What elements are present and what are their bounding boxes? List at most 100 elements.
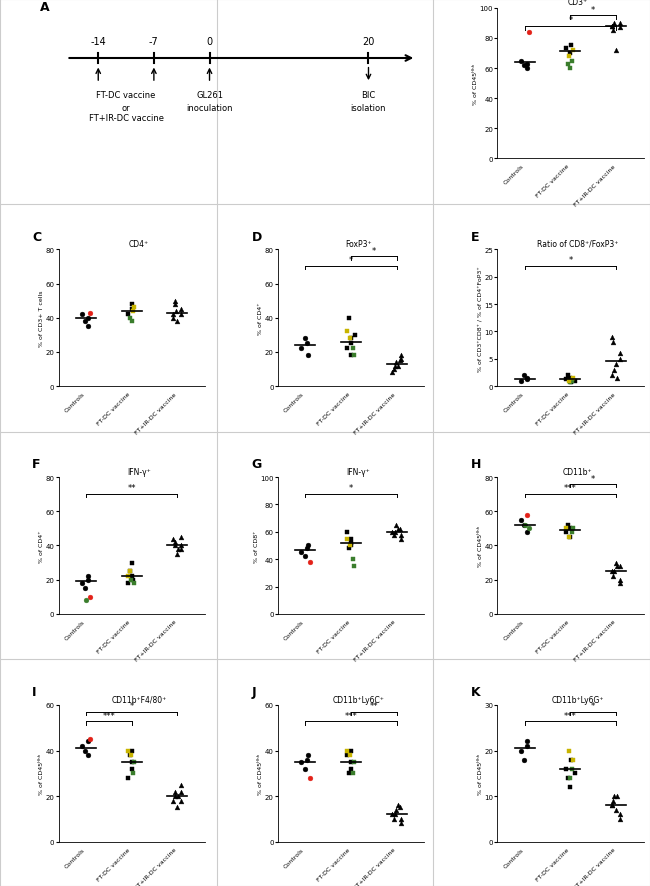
Y-axis label: % of CD45ᴴʰʰ: % of CD45ᴴʰʰ bbox=[478, 753, 483, 794]
Text: inoculation: inoculation bbox=[187, 104, 233, 113]
Point bbox=[344, 331, 355, 346]
Point bbox=[348, 559, 359, 573]
Point bbox=[610, 43, 621, 58]
Point bbox=[561, 522, 571, 536]
Point bbox=[81, 594, 92, 608]
Point bbox=[344, 541, 354, 556]
Point bbox=[342, 532, 352, 546]
Point bbox=[609, 789, 619, 804]
Point bbox=[524, 522, 534, 536]
Point bbox=[396, 353, 406, 367]
Point bbox=[348, 755, 359, 769]
Point bbox=[391, 803, 402, 817]
Point bbox=[615, 17, 625, 31]
Text: ***: *** bbox=[344, 711, 358, 720]
Y-axis label: % of CD45ᴴʰʰ: % of CD45ᴴʰʰ bbox=[39, 753, 44, 794]
Point bbox=[395, 354, 406, 368]
Point bbox=[564, 743, 575, 758]
Text: IFN-γ⁺: IFN-γ⁺ bbox=[127, 467, 151, 477]
Point bbox=[170, 298, 181, 312]
Point bbox=[300, 549, 310, 563]
Y-axis label: % of CD3⁺CD8⁺ / % of CD4⁺FoP3⁺: % of CD3⁺CD8⁺ / % of CD4⁺FoP3⁺ bbox=[478, 266, 483, 371]
Point bbox=[521, 508, 532, 522]
Point bbox=[615, 577, 625, 591]
Text: *: * bbox=[591, 702, 595, 711]
Point bbox=[524, 26, 534, 40]
Point bbox=[170, 535, 180, 549]
Point bbox=[129, 577, 140, 591]
Point bbox=[568, 753, 578, 767]
Point bbox=[122, 570, 133, 584]
Point bbox=[566, 753, 576, 767]
Point bbox=[608, 570, 619, 584]
Point bbox=[515, 513, 526, 527]
Point bbox=[346, 337, 357, 351]
Point bbox=[83, 748, 94, 762]
Point bbox=[566, 47, 576, 61]
Point bbox=[129, 301, 140, 315]
Point bbox=[346, 755, 357, 769]
Point bbox=[395, 532, 406, 546]
Point bbox=[128, 573, 138, 587]
Point bbox=[395, 800, 406, 814]
Point bbox=[606, 330, 617, 345]
Point bbox=[515, 743, 526, 758]
Point bbox=[348, 766, 358, 781]
Text: FT+IR-DC vaccine: FT+IR-DC vaccine bbox=[88, 114, 164, 123]
Text: FoxP3⁺: FoxP3⁺ bbox=[345, 240, 372, 249]
Point bbox=[304, 556, 315, 570]
Text: H: H bbox=[471, 458, 481, 470]
Point bbox=[344, 539, 355, 553]
Point bbox=[126, 315, 136, 329]
Point bbox=[171, 305, 181, 319]
Text: 20: 20 bbox=[362, 37, 374, 47]
Point bbox=[176, 530, 187, 544]
Point bbox=[607, 369, 618, 383]
Point bbox=[389, 528, 399, 542]
Point bbox=[566, 39, 576, 53]
Point bbox=[77, 577, 87, 591]
Point bbox=[564, 374, 575, 388]
Point bbox=[564, 50, 575, 64]
Point bbox=[393, 523, 403, 537]
Point bbox=[522, 371, 532, 385]
Point bbox=[561, 762, 571, 776]
Text: *: * bbox=[591, 474, 595, 483]
Point bbox=[610, 803, 621, 817]
Point bbox=[342, 525, 352, 540]
Point bbox=[85, 590, 96, 604]
Point bbox=[519, 753, 529, 767]
Point bbox=[168, 307, 178, 322]
Text: F: F bbox=[32, 458, 41, 470]
Point bbox=[80, 743, 90, 758]
Point bbox=[172, 800, 182, 814]
Point bbox=[122, 743, 133, 758]
Text: CD11b⁺: CD11b⁺ bbox=[563, 467, 593, 477]
Point bbox=[561, 43, 571, 57]
Point bbox=[519, 369, 529, 383]
Text: ***: *** bbox=[564, 484, 577, 493]
Point bbox=[569, 766, 580, 781]
Point bbox=[300, 331, 310, 346]
Point bbox=[563, 58, 573, 72]
Point bbox=[85, 307, 96, 321]
Text: IFN-γ⁺: IFN-γ⁺ bbox=[346, 467, 370, 477]
Point bbox=[515, 374, 526, 388]
Point bbox=[615, 812, 625, 826]
Point bbox=[126, 556, 136, 570]
Point bbox=[304, 771, 315, 785]
Point bbox=[176, 303, 187, 317]
Point bbox=[77, 307, 87, 322]
Point bbox=[348, 342, 358, 356]
Text: CD11b⁺Ly6C⁺: CD11b⁺Ly6C⁺ bbox=[332, 695, 384, 703]
Point bbox=[346, 539, 356, 553]
Point bbox=[567, 374, 577, 388]
Point bbox=[393, 798, 403, 812]
Text: J: J bbox=[252, 686, 256, 698]
Point bbox=[342, 748, 352, 762]
Text: -14: -14 bbox=[90, 37, 106, 47]
Point bbox=[344, 766, 354, 781]
Y-axis label: % of CD45ᴴʰʰ: % of CD45ᴴʰʰ bbox=[258, 753, 263, 794]
Text: *: * bbox=[349, 256, 353, 265]
Point bbox=[563, 771, 573, 785]
